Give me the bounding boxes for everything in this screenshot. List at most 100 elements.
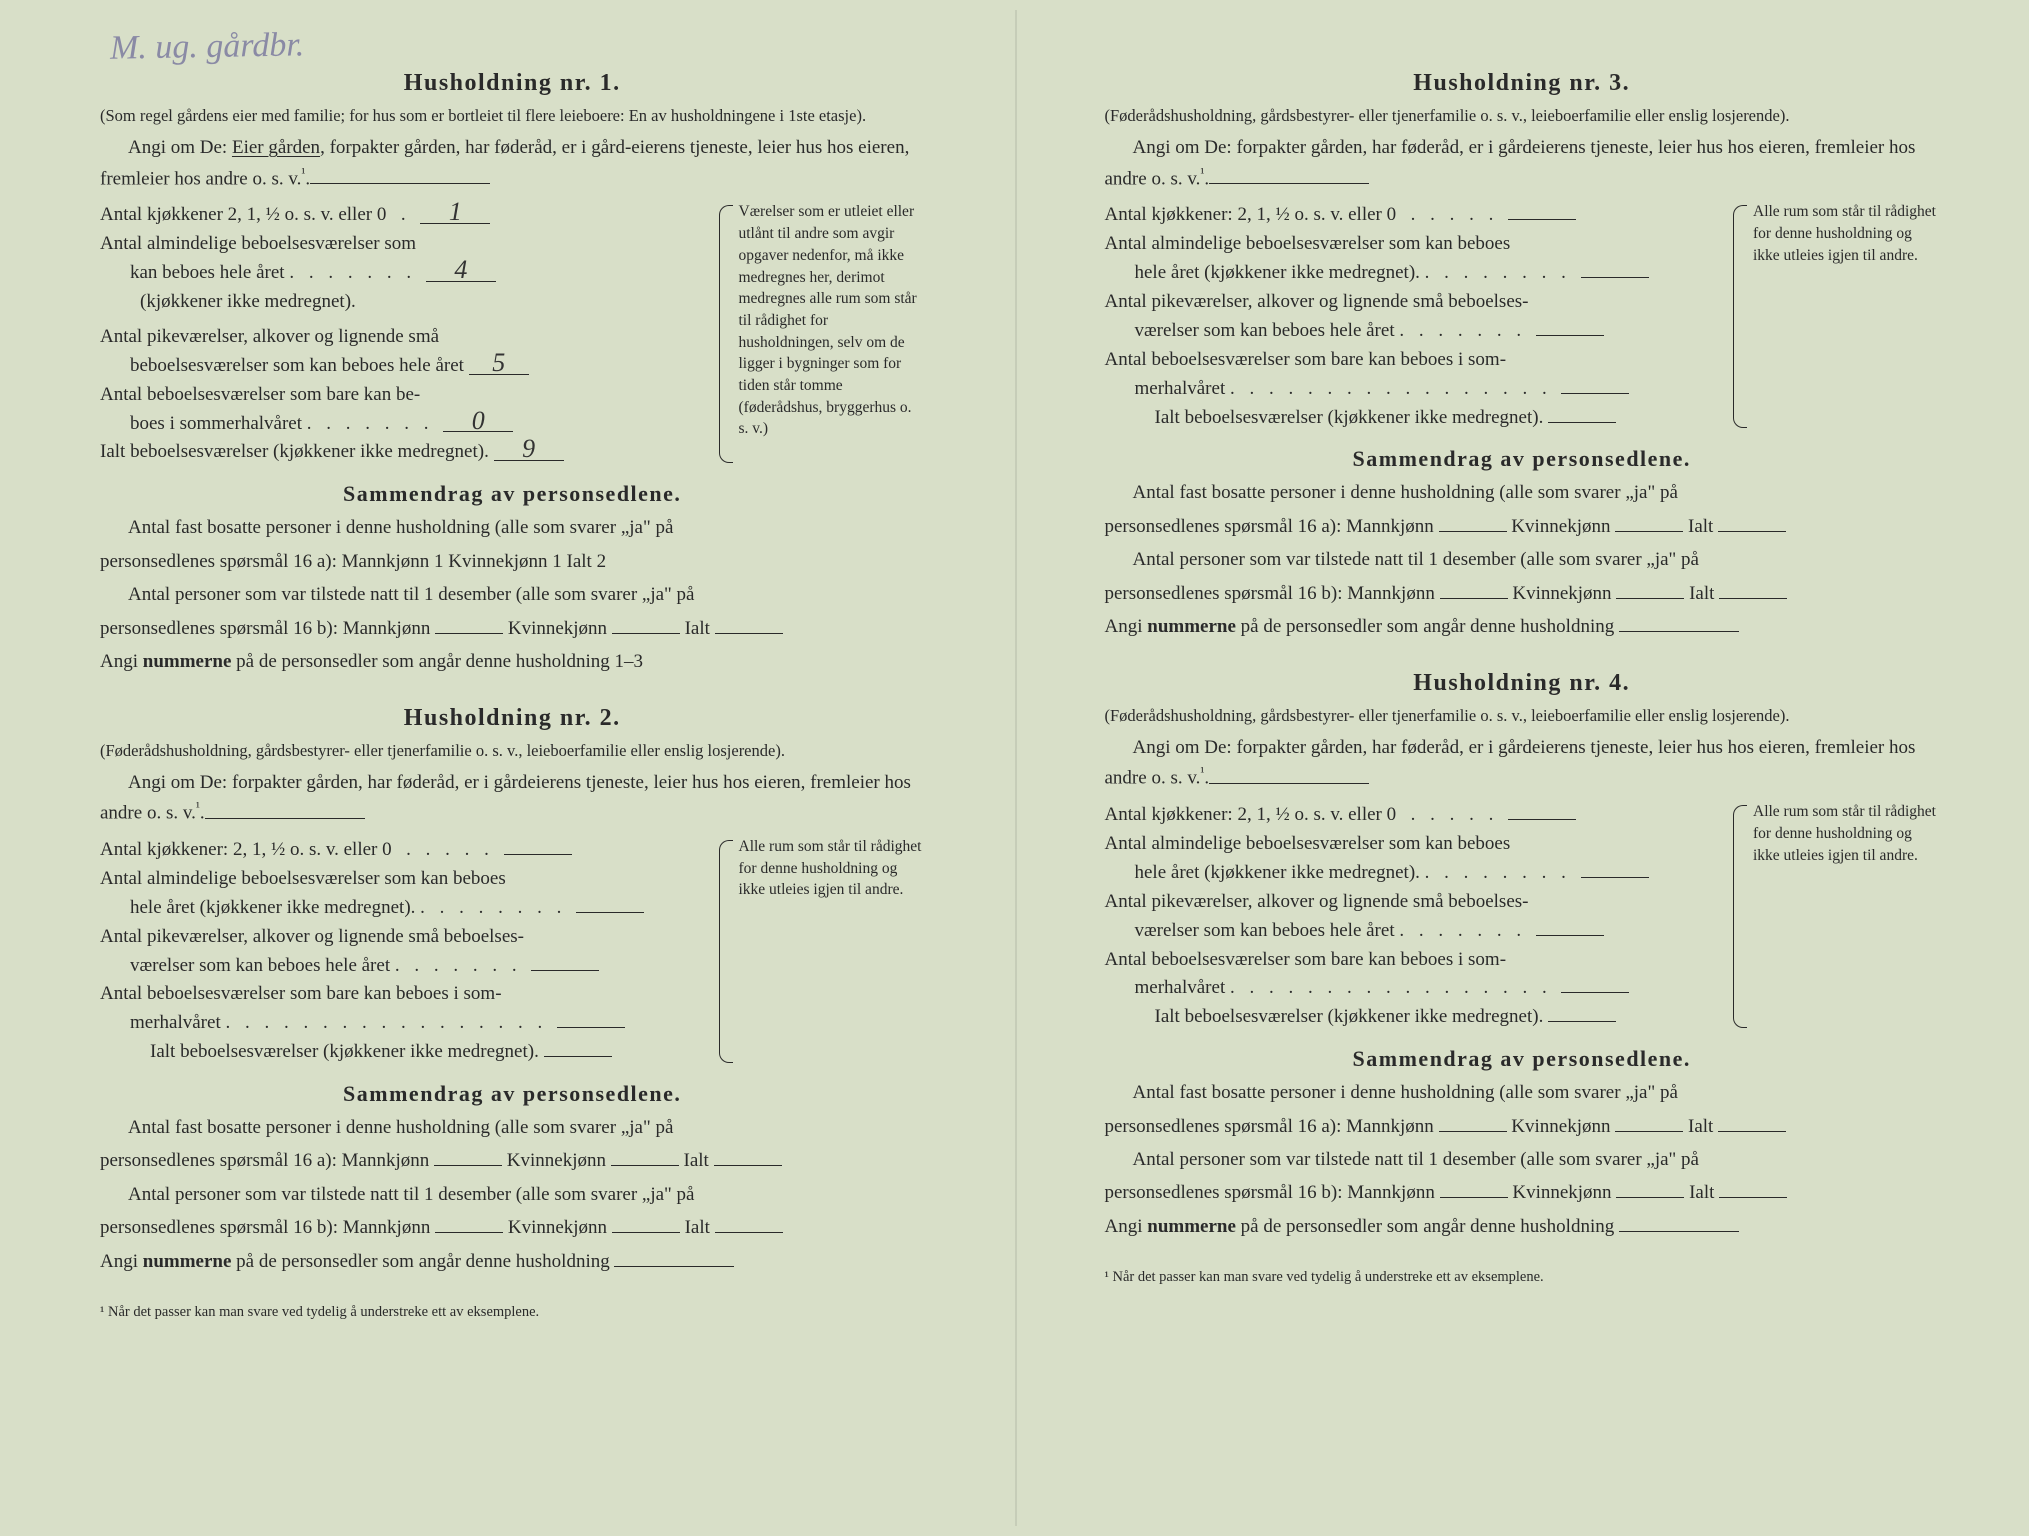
h1-l4a: Antal beboelsesværelser som bare kan be-	[100, 381, 707, 410]
h3-l5: Ialt beboelsesværelser (kjøkkener ikke m…	[1105, 404, 1722, 433]
h3-s1b-label: personsedlenes spørsmål 16 a): Mannkjønn	[1105, 516, 1434, 537]
h2-l4a: Antal beboelsesværelser som bare kan beb…	[100, 980, 707, 1009]
h3-angi: Angi om De: forpakter gården, har føderå…	[1105, 133, 1940, 193]
h2-l5-value	[544, 1038, 612, 1057]
dots: . . . . . . . .	[1425, 262, 1581, 283]
h4-l3a: Antal pikeværelser, alkover og lignende …	[1105, 888, 1722, 917]
h2-l4b-label: merhalvåret	[130, 1012, 221, 1033]
h3-s1-m	[1439, 513, 1507, 532]
h1-s3-label: Angi nummerne på de personsedler som ang…	[100, 651, 610, 672]
h2-l2a: Antal almindelige beboelsesværelser som …	[100, 865, 707, 894]
h1-s3-value: 1–3	[614, 651, 643, 672]
h2-l3a: Antal pikeværelser, alkover og lignende …	[100, 923, 707, 952]
footnote-ref: ¹	[301, 165, 305, 180]
h4-l5: Ialt beboelsesværelser (kjøkkener ikke m…	[1105, 1003, 1722, 1032]
h3-s1b: personsedlenes spørsmål 16 a): Mannkjønn…	[1105, 512, 1940, 541]
h1-l1-value: 1	[420, 202, 490, 224]
h2-s1-ialt	[714, 1147, 782, 1166]
household-2: Husholdning nr. 2. (Føderådshusholdning,…	[100, 705, 925, 1277]
h2-s2-ialt	[715, 1214, 783, 1233]
h1-sidenote-text: Værelser som er utleiet eller utlånt til…	[739, 203, 917, 437]
h3-summary-title: Sammendrag av personsedlene.	[1105, 446, 1940, 472]
brace-icon	[719, 840, 733, 1063]
h4-angi-blank	[1209, 765, 1369, 784]
h4-l3-value	[1536, 917, 1604, 936]
h1-l5-value: 9	[494, 439, 564, 461]
right-page: Husholdning nr. 3. (Føderådshusholdning,…	[1015, 40, 2010, 1496]
dots: . . . . . . . . . . . . . . . . .	[1230, 378, 1562, 399]
h3-form: Antal kjøkkener: 2, 1, ½ o. s. v. eller …	[1105, 201, 1940, 432]
h1-sidenote: Værelser som er utleiet eller utlånt til…	[725, 201, 925, 467]
h3-s2a: Antal personer som var tilstede natt til…	[1105, 545, 1940, 574]
footnote-ref: ¹	[1200, 764, 1204, 779]
h4-l2b: hele året (kjøkkener ikke medregnet). . …	[1105, 859, 1722, 888]
dots: . . . . . . .	[289, 262, 426, 283]
h2-s1-m	[434, 1147, 502, 1166]
h3-l5-label: Ialt beboelsesværelser (kjøkkener ikke m…	[1155, 407, 1544, 428]
h4-s2b-label: personsedlenes spørsmål 16 b): Mannkjønn	[1105, 1182, 1435, 1203]
h1-s2b-label: personsedlenes spørsmål 16 b): Mannkjønn	[100, 618, 430, 639]
h2-title: Husholdning nr. 2.	[100, 705, 925, 732]
h3-s2-m	[1440, 580, 1508, 599]
h2-note: (Føderådshusholdning, gårdsbestyrer- ell…	[100, 740, 925, 762]
h4-s3: Angi nummerne på de personsedler som ang…	[1105, 1212, 1940, 1241]
h4-s1b: personsedlenes spørsmål 16 a): Mannkjønn…	[1105, 1112, 1940, 1141]
h1-l2a: Antal almindelige beboelsesværelser som	[100, 230, 707, 259]
h2-s3-label: Angi nummerne på de personsedler som ang…	[100, 1251, 610, 1272]
h1-l3b: beboelsesværelser som kan beboes hele år…	[100, 352, 707, 381]
h3-s2b-label: personsedlenes spørsmål 16 b): Mannkjønn	[1105, 583, 1435, 604]
h3-l3b: værelser som kan beboes hele året . . . …	[1105, 317, 1722, 346]
h4-note: (Føderådshusholdning, gårdsbestyrer- ell…	[1105, 705, 1940, 727]
h3-l4a: Antal beboelsesværelser som bare kan beb…	[1105, 346, 1722, 375]
dots: . . . . . . .	[307, 413, 444, 434]
dots: . . . . . . . . . . . . . . . . .	[225, 1012, 557, 1033]
h4-s2a: Antal personer som var tilstede natt til…	[1105, 1145, 1940, 1174]
h3-sidenote: Alle rum som står til rådighet for denne…	[1739, 201, 1939, 432]
h2-s1b-label: personsedlenes spørsmål 16 a): Mannkjønn	[100, 1150, 429, 1171]
h3-s2b: personsedlenes spørsmål 16 b): Mannkjønn…	[1105, 579, 1940, 608]
h1-s1b-label: personsedlenes spørsmål 16 a): Mannkjønn	[100, 551, 429, 572]
h4-l2a: Antal almindelige beboelsesværelser som …	[1105, 830, 1722, 859]
h3-l1-value	[1508, 201, 1576, 220]
h1-l2b: kan beboes hele året . . . . . . . 4	[100, 259, 707, 288]
h2-s2-k	[612, 1214, 680, 1233]
h1-l1: Antal kjøkkener 2, 1, ½ o. s. v. eller 0…	[100, 201, 707, 230]
h3-title: Husholdning nr. 3.	[1105, 70, 1940, 97]
dots: . . . . . . . .	[1425, 862, 1581, 883]
h3-l3a: Antal pikeværelser, alkover og lignende …	[1105, 288, 1722, 317]
h4-s1-ialt	[1718, 1113, 1786, 1132]
h1-l4b-label: boes i sommerhalvåret	[130, 413, 302, 434]
h1-l3b-label: beboelsesværelser som kan beboes hele år…	[130, 355, 464, 376]
h1-s1-k: 1	[552, 551, 562, 572]
h1-form-left: Antal kjøkkener 2, 1, ½ o. s. v. eller 0…	[100, 201, 707, 467]
h3-l3-value	[1536, 317, 1604, 336]
h3-s3-value	[1619, 613, 1739, 632]
h4-l1: Antal kjøkkener: 2, 1, ½ o. s. v. eller …	[1105, 801, 1722, 830]
h1-l2b-label: kan beboes hele året	[130, 262, 285, 283]
h3-s1-ialt	[1718, 513, 1786, 532]
h1-l5: Ialt beboelsesværelser (kjøkkener ikke m…	[100, 438, 707, 467]
h4-s2-ialt-label: Ialt	[1689, 1182, 1714, 1203]
h2-l1-label: Antal kjøkkener: 2, 1, ½ o. s. v. eller …	[100, 839, 392, 860]
h2-s3: Angi nummerne på de personsedler som ang…	[100, 1247, 925, 1276]
h3-s3: Angi nummerne på de personsedler som ang…	[1105, 612, 1940, 641]
household-3: Husholdning nr. 3. (Føderådshusholdning,…	[1105, 70, 1940, 642]
h2-sidenote-text: Alle rum som står til rådighet for denne…	[739, 838, 922, 898]
h3-angi-blank	[1209, 165, 1369, 184]
h3-s2-ialt	[1719, 580, 1787, 599]
h4-s2-ialt	[1719, 1179, 1787, 1198]
h3-l1: Antal kjøkkener: 2, 1, ½ o. s. v. eller …	[1105, 201, 1722, 230]
household-1: Husholdning nr. 1. (Som regel gårdens ei…	[100, 70, 925, 677]
document-spread: Husholdning nr. 1. (Som regel gårdens ei…	[20, 40, 2009, 1496]
brace-icon	[1733, 205, 1747, 428]
h4-form: Antal kjøkkener: 2, 1, ½ o. s. v. eller …	[1105, 801, 1940, 1032]
h2-l2b: hele året (kjøkkener ikke medregnet). . …	[100, 894, 707, 923]
h2-l3b-label: værelser som kan beboes hele året	[130, 955, 390, 976]
h3-l3b-label: værelser som kan beboes hele året	[1135, 320, 1395, 341]
h3-note: (Føderådshusholdning, gårdsbestyrer- ell…	[1105, 105, 1940, 127]
h2-form-left: Antal kjøkkener: 2, 1, ½ o. s. v. eller …	[100, 836, 707, 1067]
h1-s2-ialt	[715, 615, 783, 634]
h4-l3b: værelser som kan beboes hele året . . . …	[1105, 917, 1722, 946]
h3-s2-k-label: Kvinnekjønn	[1512, 583, 1611, 604]
dots: . . . . .	[1401, 204, 1508, 225]
